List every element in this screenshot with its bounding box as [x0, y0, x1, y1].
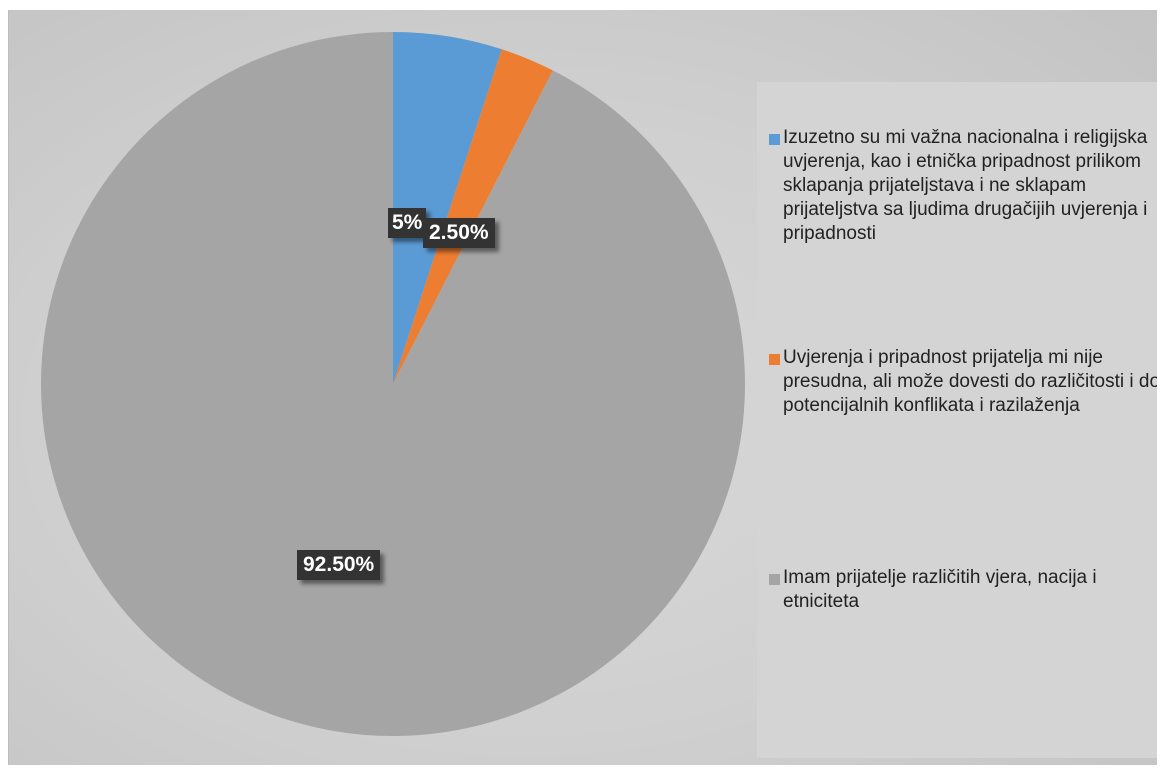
chart-area: 5% 2.50% 92.50% Izuzetno su mi važna nac… [8, 10, 1157, 765]
pie-slice-1 [393, 32, 502, 384]
data-label-slice-2: 2.50% [423, 218, 495, 248]
legend: Izuzetno su mi važna nacionalna i religi… [757, 82, 1157, 758]
legend-swatch [769, 134, 780, 145]
pie-slice-2 [393, 49, 553, 384]
legend-swatch [769, 354, 780, 365]
data-label-slice-1: 5% [388, 208, 427, 238]
legend-label: Izuzetno su mi važna nacionalna i religi… [783, 127, 1148, 244]
pie-slice-3 [40, 32, 745, 736]
legend-label: Imam prijatelje različitih vjera, nacija… [783, 567, 1097, 612]
pie-chart [40, 32, 745, 736]
legend-swatch [769, 574, 780, 585]
data-label-slice-3: 92.50% [297, 550, 381, 580]
legend-label: Uvjerenja i pripadnost prijatelja mi nij… [783, 347, 1157, 416]
